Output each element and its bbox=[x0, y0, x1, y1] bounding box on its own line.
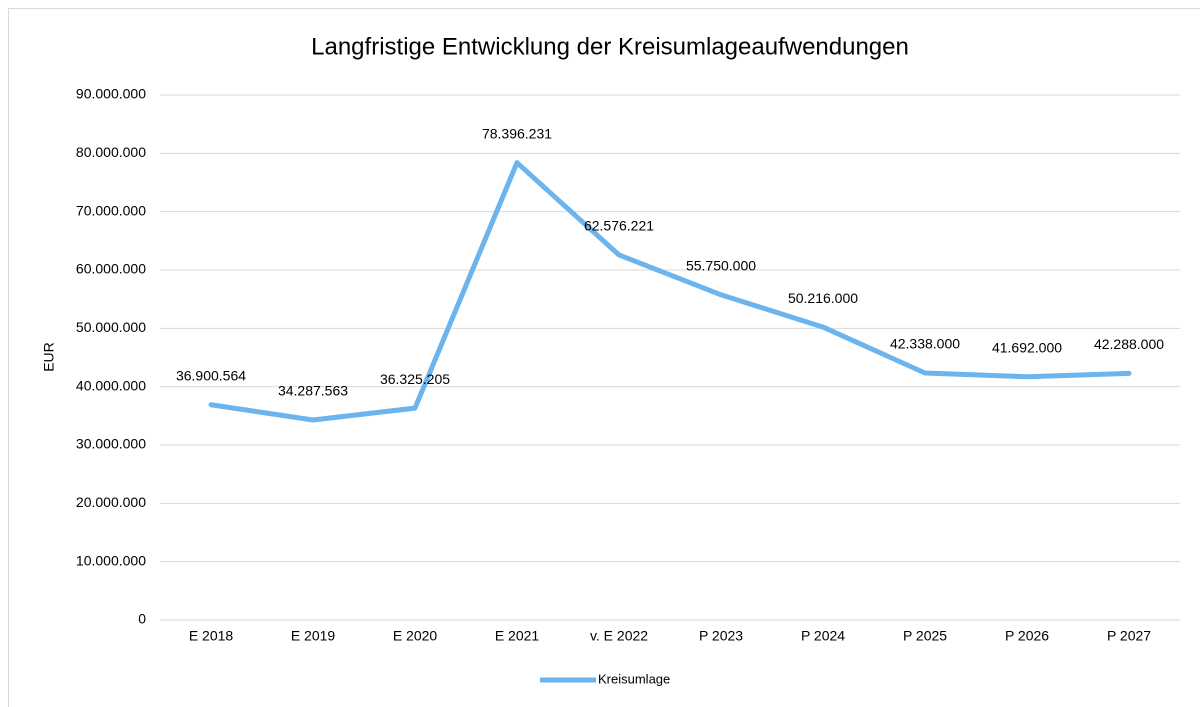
y-axis-label: EUR bbox=[41, 342, 57, 372]
data-label: 78.396.231 bbox=[482, 125, 552, 141]
y-tick-label: 40.000.000 bbox=[76, 377, 146, 393]
x-tick-label: P 2027 bbox=[1107, 628, 1151, 644]
x-tick-label: P 2026 bbox=[1005, 628, 1049, 644]
x-tick-label: E 2021 bbox=[495, 628, 540, 644]
x-tick-label: P 2025 bbox=[903, 628, 947, 644]
x-tick-label: P 2024 bbox=[801, 628, 845, 644]
y-tick-label: 30.000.000 bbox=[76, 436, 146, 452]
x-tick-label: P 2023 bbox=[699, 628, 743, 644]
data-label: 36.900.564 bbox=[176, 367, 246, 383]
x-tick-label: E 2020 bbox=[393, 628, 438, 644]
chart-title: Langfristige Entwicklung der Kreisumlage… bbox=[311, 33, 909, 60]
y-tick-label: 60.000.000 bbox=[76, 261, 146, 277]
data-label: 41.692.000 bbox=[992, 339, 1062, 355]
series-line bbox=[208, 160, 1132, 423]
y-tick-label: 70.000.000 bbox=[76, 202, 146, 218]
chart-border bbox=[8, 8, 1200, 707]
y-tick-label: 50.000.000 bbox=[76, 319, 146, 335]
data-label: 55.750.000 bbox=[686, 257, 756, 273]
data-label: 62.576.221 bbox=[584, 218, 654, 234]
legend-label: Kreisumlage bbox=[598, 671, 670, 686]
x-tick-label: E 2018 bbox=[189, 628, 234, 644]
data-label: 42.288.000 bbox=[1094, 336, 1164, 352]
y-tick-label: 90.000.000 bbox=[76, 86, 146, 102]
x-tick-label: E 2019 bbox=[291, 628, 336, 644]
data-label: 36.325.205 bbox=[380, 371, 450, 387]
y-tick-label: 0 bbox=[138, 611, 146, 627]
y-tick-label: 20.000.000 bbox=[76, 494, 146, 510]
data-label: 50.216.000 bbox=[788, 290, 858, 306]
x-tick-label: v. E 2022 bbox=[590, 628, 648, 644]
y-tick-label: 80.000.000 bbox=[76, 144, 146, 160]
data-label: 42.338.000 bbox=[890, 336, 960, 352]
data-label: 34.287.563 bbox=[278, 383, 348, 399]
y-tick-label: 10.000.000 bbox=[76, 552, 146, 568]
